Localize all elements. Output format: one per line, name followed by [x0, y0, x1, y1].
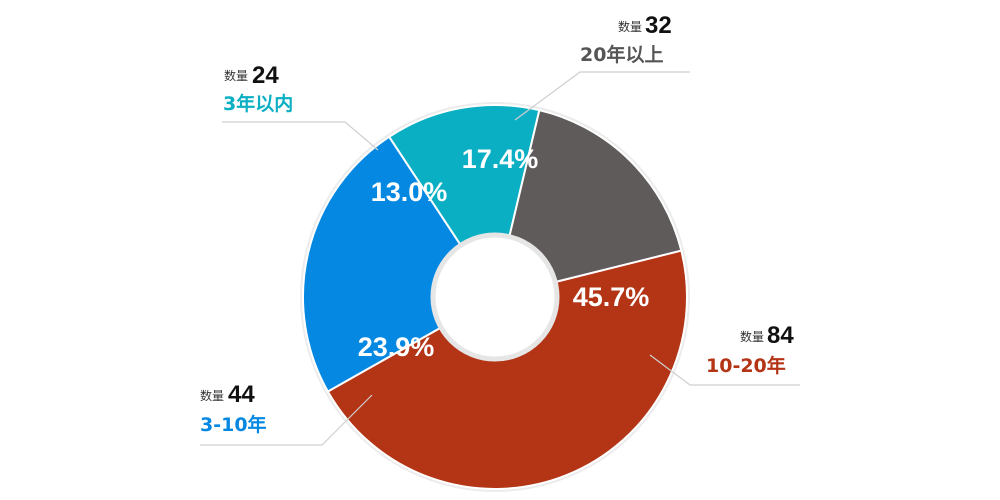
count-value: 24 [252, 62, 279, 89]
leader-line-over-20 [514, 71, 690, 121]
count-value: 84 [767, 322, 794, 349]
callout-under-3: 数量 24 3年以内 [223, 62, 293, 115]
leader-lines [200, 71, 800, 446]
percent-label-over-20: 17.4% [462, 144, 539, 174]
category-label: 3年以内 [223, 92, 293, 115]
percent-label-3-10: 23.9% [358, 332, 435, 362]
count-label: 数量 [200, 388, 224, 403]
category-label: 20年以上 [580, 43, 663, 66]
count-label: 数量 [740, 329, 764, 344]
percent-label-under-3: 13.0% [371, 177, 448, 207]
percent-label-10-20: 45.7% [573, 282, 650, 312]
count-value: 32 [645, 12, 672, 39]
category-label: 3-10年 [200, 413, 267, 436]
donut-hole [430, 232, 560, 362]
donut-slices [300, 102, 690, 492]
callout-over-20: 数量 32 20年以上 [580, 12, 672, 66]
leader-line-10-20 [649, 354, 800, 386]
count-label: 数量 [224, 68, 248, 83]
leader-line-3-10 [200, 394, 373, 446]
count-label: 数量 [618, 19, 642, 34]
count-value: 44 [228, 381, 255, 408]
leader-line-under-3 [222, 121, 379, 151]
callout-10-20: 数量 84 10-20年 [706, 322, 794, 377]
callout-3-10: 数量 44 3-10年 [200, 381, 267, 436]
category-label: 10-20年 [706, 354, 786, 377]
